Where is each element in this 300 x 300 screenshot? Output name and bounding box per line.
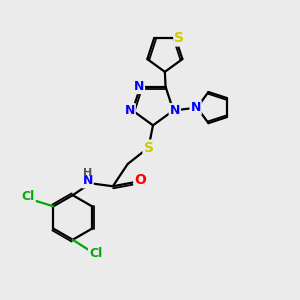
Text: Cl: Cl <box>22 190 35 203</box>
Text: N: N <box>190 101 201 114</box>
Text: N: N <box>169 104 180 117</box>
Text: N: N <box>134 80 144 93</box>
Text: N: N <box>124 104 135 117</box>
Text: S: S <box>174 32 184 46</box>
Text: Cl: Cl <box>89 247 102 260</box>
Text: N: N <box>82 174 93 188</box>
Text: O: O <box>134 173 146 187</box>
Text: S: S <box>143 141 154 154</box>
Text: H: H <box>83 168 92 178</box>
